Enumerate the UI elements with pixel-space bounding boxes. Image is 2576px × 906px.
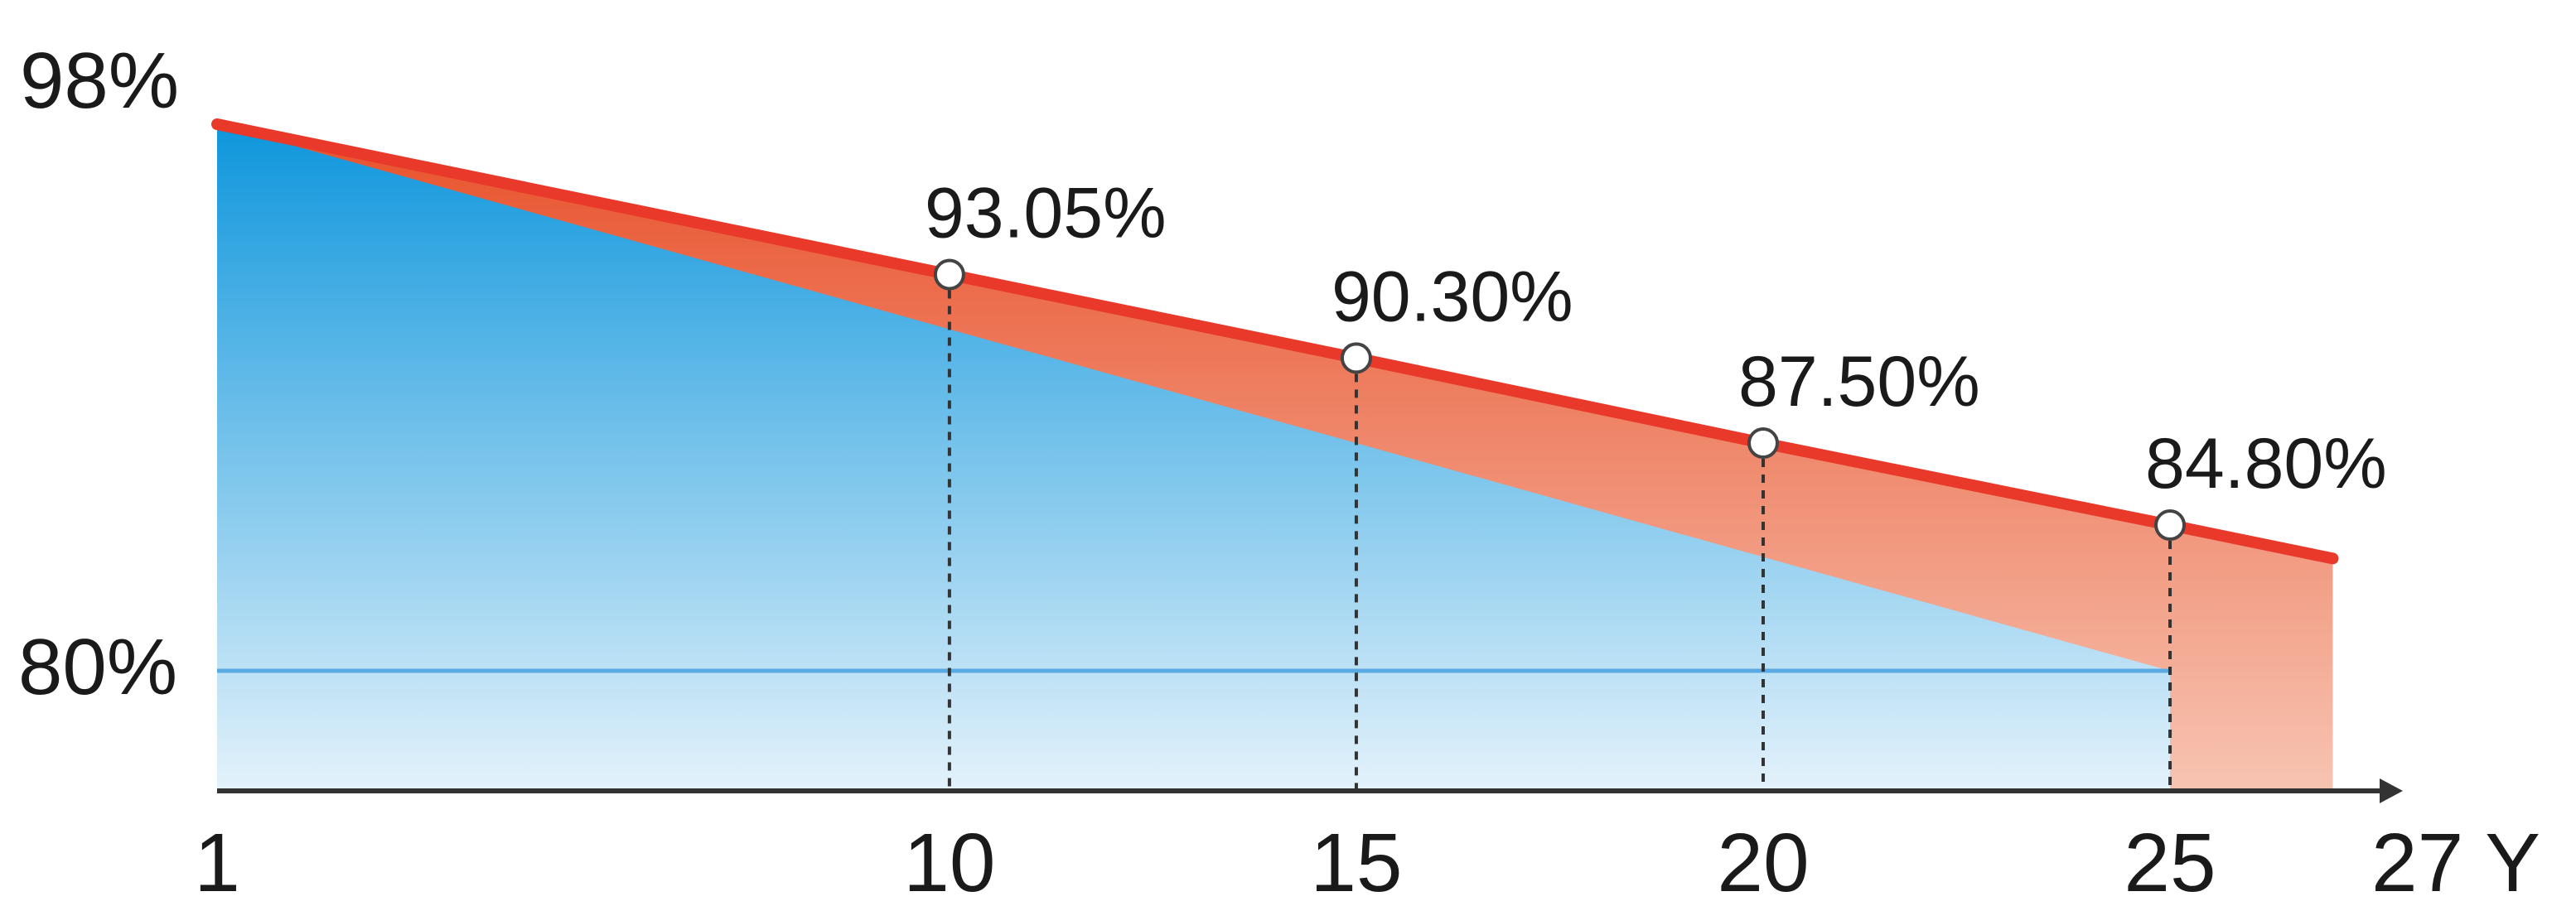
data-points	[933, 258, 2187, 542]
data-point	[1340, 342, 1372, 374]
y-label-bottom: 80%	[18, 623, 177, 711]
data-label: 84.80%	[2145, 424, 2387, 504]
x-tick-label: 15	[1310, 817, 1402, 906]
warranty-line	[211, 118, 2339, 565]
data-label: 87.50%	[1738, 342, 1980, 422]
x-tick-label: 25	[2124, 817, 2216, 906]
data-labels: 93.05% 90.30% 87.50% 84.80%	[925, 174, 2387, 504]
x-tick-label: 20	[1717, 817, 1809, 906]
data-point	[2154, 509, 2187, 542]
point-drop-lines	[947, 274, 2172, 791]
data-label: 93.05%	[925, 174, 1167, 253]
data-label: 90.30%	[1331, 257, 1573, 336]
y-label-top: 98%	[20, 36, 179, 125]
x-axis-arrow-icon	[2380, 778, 2403, 803]
industry-area	[217, 124, 2171, 791]
x-tick-labels: 1 10 15 20 25 27 Y	[194, 817, 2540, 906]
x-tick-label: 10	[903, 817, 995, 906]
data-point	[933, 258, 965, 291]
data-point	[1747, 427, 1779, 460]
x-tick-label: 1	[194, 817, 240, 906]
x-tick-label: 27 Y	[2371, 817, 2540, 906]
